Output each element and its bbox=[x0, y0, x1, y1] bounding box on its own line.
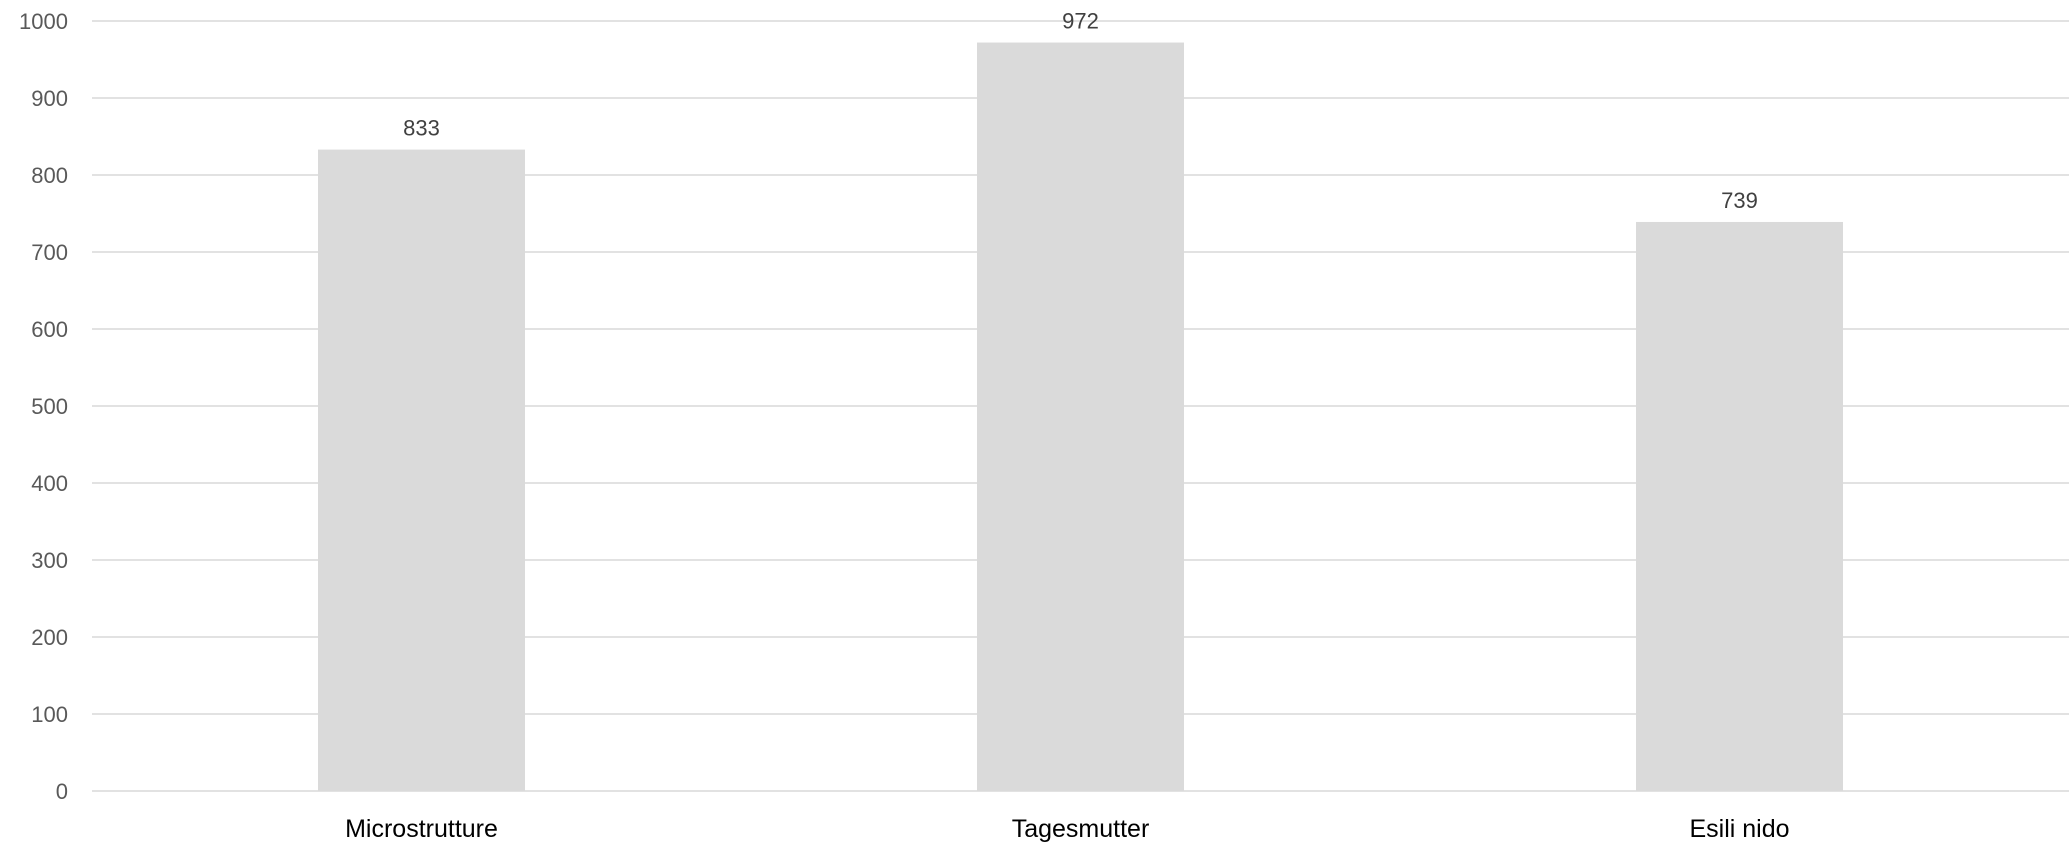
y-tick-label: 400 bbox=[31, 471, 68, 496]
category-label: Esili nido bbox=[1689, 815, 1789, 843]
data-label: 739 bbox=[1721, 188, 1758, 213]
y-tick-label: 800 bbox=[31, 163, 68, 188]
bars bbox=[318, 42, 1843, 792]
data-labels: 833 972 739 bbox=[403, 9, 1758, 213]
y-tick-label: 0 bbox=[56, 779, 68, 804]
y-tick-label: 500 bbox=[31, 394, 68, 419]
bar bbox=[318, 149, 525, 792]
y-tick-label: 900 bbox=[31, 86, 68, 111]
y-tick-label: 100 bbox=[31, 702, 68, 727]
y-tick-label: 700 bbox=[31, 240, 68, 265]
data-label: 833 bbox=[403, 116, 440, 141]
category-label: Microstrutture bbox=[345, 815, 498, 843]
x-axis-category-labels: Microstrutture Tagesmutter Esili nido bbox=[345, 815, 1789, 843]
y-tick-label: 1000 bbox=[19, 9, 68, 34]
y-axis-tick-labels: 0 100 200 300 400 500 600 700 800 900 1000 bbox=[19, 9, 68, 804]
bar bbox=[977, 42, 1184, 792]
category-label: Tagesmutter bbox=[1012, 815, 1150, 843]
data-label: 972 bbox=[1062, 9, 1099, 34]
bar bbox=[1636, 221, 1843, 792]
y-tick-label: 300 bbox=[31, 548, 68, 573]
y-tick-label: 200 bbox=[31, 625, 68, 650]
y-tick-label: 600 bbox=[31, 317, 68, 342]
